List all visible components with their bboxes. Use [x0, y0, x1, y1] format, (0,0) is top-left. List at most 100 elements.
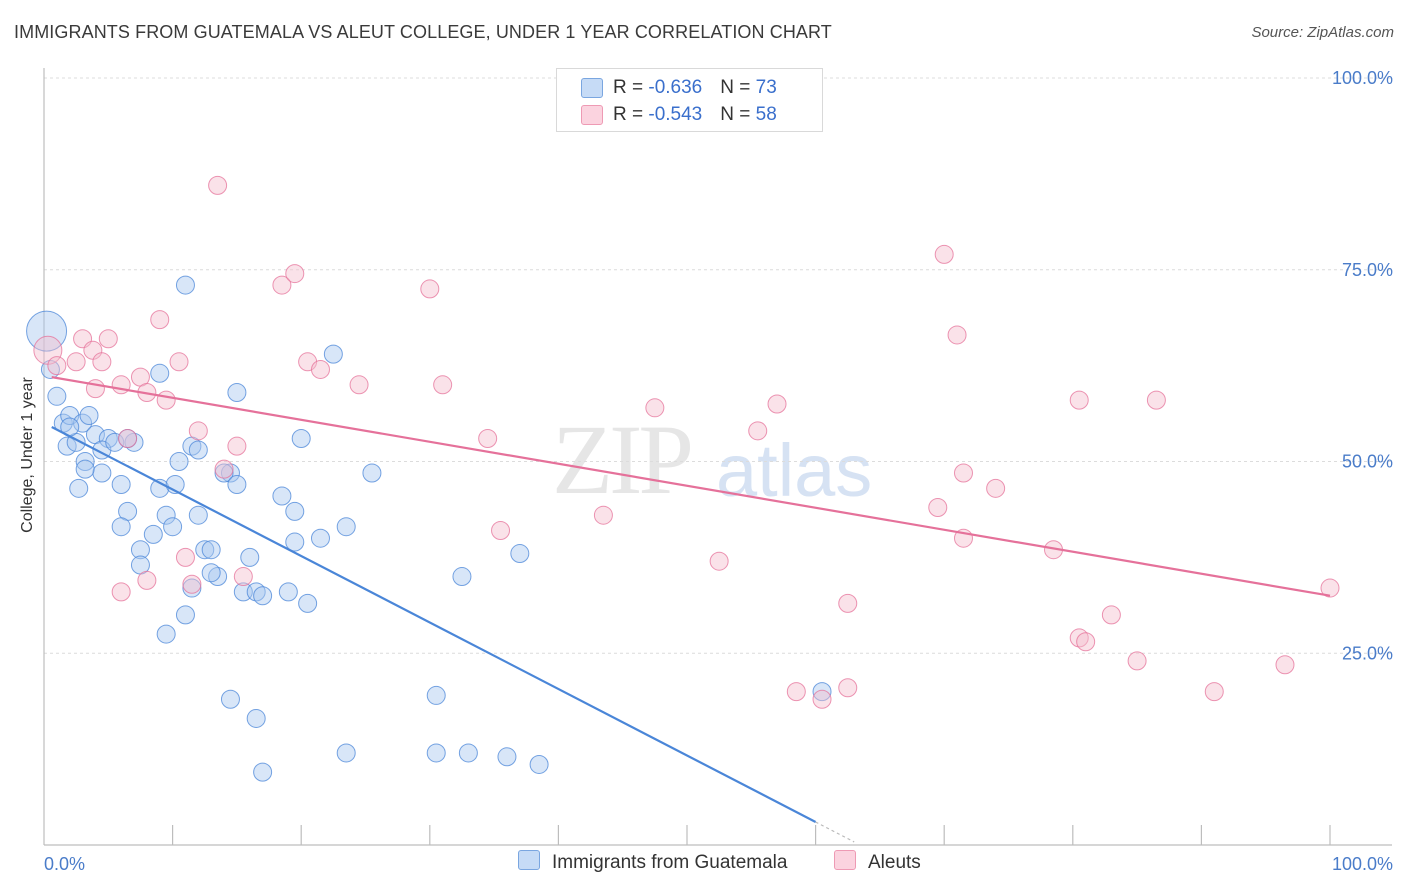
point-guatemala	[75, 459, 95, 479]
point-aleuts	[349, 375, 369, 395]
point-guatemala	[195, 540, 215, 560]
point-guatemala	[75, 452, 95, 471]
r-value: -0.543	[648, 104, 703, 125]
point-aleuts	[928, 498, 948, 518]
point-aleuts	[947, 325, 967, 345]
point-guatemala	[362, 463, 382, 483]
point-guatemala	[298, 593, 318, 613]
point-guatemala	[156, 505, 176, 525]
point-aleuts	[233, 567, 253, 587]
point-guatemala	[323, 344, 343, 364]
point-guatemala	[220, 689, 240, 709]
point-guatemala	[812, 682, 832, 702]
point-aleuts	[953, 463, 973, 483]
point-aleuts	[208, 175, 228, 195]
point-guatemala	[336, 517, 356, 537]
point-guatemala	[285, 501, 305, 521]
bottom-legend-guatemala: Immigrants from Guatemala	[518, 850, 787, 874]
source-label: Source: ZipAtlas.com	[1251, 24, 1394, 41]
point-aleuts	[188, 421, 208, 441]
legend-swatch-guatemala	[581, 77, 603, 98]
point-aleuts	[934, 244, 954, 264]
y-tick-label: 100.0%	[1332, 68, 1393, 88]
point-aleuts	[1069, 390, 1089, 410]
point-guatemala	[69, 478, 89, 498]
point-guatemala	[240, 547, 260, 567]
trend-lines	[51, 376, 1331, 843]
point-guatemala	[458, 743, 478, 763]
point-aleuts	[169, 352, 189, 372]
point-guatemala	[278, 582, 298, 602]
point-aleuts	[1076, 632, 1096, 652]
bottom-legend-aleuts: Aleuts	[834, 850, 921, 874]
point-guatemala	[426, 743, 446, 763]
point-aleuts	[433, 375, 453, 395]
trend-line-guatemala	[51, 426, 817, 823]
point-aleuts	[47, 356, 67, 376]
series-guatemala	[26, 275, 832, 782]
point-guatemala	[156, 624, 176, 644]
point-aleuts	[986, 478, 1006, 498]
point-aleuts	[812, 689, 832, 709]
data-points	[26, 175, 1340, 782]
point-guatemala	[130, 540, 150, 560]
point-aleuts	[420, 279, 440, 299]
point-aleuts	[92, 352, 112, 372]
point-guatemala	[150, 363, 170, 383]
chart-title: IMMIGRANTS FROM GUATEMALA VS ALEUT COLLE…	[14, 22, 832, 42]
x-tick-label: 0.0%	[44, 854, 85, 874]
point-guatemala	[143, 524, 163, 544]
point-aleuts	[1320, 578, 1340, 598]
point-guatemala	[26, 310, 68, 352]
bottom-legend-label: Immigrants from Guatemala	[552, 852, 788, 873]
bottom-legend-label: Aleuts	[868, 852, 921, 873]
axes	[43, 68, 1392, 846]
point-guatemala	[111, 517, 131, 537]
point-aleuts	[1146, 390, 1166, 410]
point-aleuts	[478, 428, 498, 448]
point-guatemala	[310, 528, 330, 548]
trend-extension-guatemala	[815, 821, 855, 843]
point-aleuts	[1275, 655, 1295, 675]
point-aleuts	[85, 379, 105, 399]
point-guatemala	[291, 428, 311, 448]
point-guatemala	[227, 475, 247, 495]
series-aleuts	[33, 175, 1340, 709]
point-aleuts	[786, 682, 806, 702]
point-guatemala	[111, 475, 131, 495]
point-aleuts	[227, 436, 247, 456]
point-guatemala	[285, 532, 305, 552]
point-guatemala	[92, 463, 112, 483]
point-guatemala	[175, 605, 195, 625]
point-aleuts	[838, 678, 858, 698]
point-guatemala	[253, 762, 273, 782]
legend-row-guatemala: R = -0.636 N = 73	[581, 77, 777, 101]
point-guatemala	[426, 685, 446, 705]
y-tick-label: 50.0%	[1342, 452, 1393, 472]
point-aleuts	[272, 275, 292, 295]
tick-labels: 25.0% 50.0% 75.0% 100.0% 0.0% 100.0%	[44, 68, 1393, 874]
point-guatemala	[79, 405, 99, 425]
point-aleuts	[491, 521, 511, 541]
point-aleuts	[285, 264, 305, 284]
point-aleuts	[214, 459, 234, 479]
y-tick-label: 25.0%	[1342, 643, 1393, 663]
point-guatemala	[105, 432, 125, 452]
point-guatemala	[201, 563, 221, 583]
y-tick-label: 75.0%	[1342, 260, 1393, 280]
point-guatemala	[227, 382, 247, 402]
point-aleuts	[310, 359, 330, 379]
r-value: -0.636	[648, 77, 703, 98]
point-guatemala	[201, 540, 221, 560]
n-value: 58	[755, 104, 777, 125]
point-guatemala	[452, 567, 472, 587]
point-guatemala	[497, 747, 517, 767]
point-aleuts	[137, 570, 157, 590]
point-aleuts	[767, 394, 787, 414]
point-aleuts	[118, 428, 138, 448]
point-aleuts	[111, 582, 131, 602]
point-guatemala	[47, 386, 67, 406]
watermark-zip: ZIP	[552, 404, 694, 515]
x-tick-label: 100.0%	[1332, 854, 1393, 874]
point-aleuts	[645, 398, 665, 418]
